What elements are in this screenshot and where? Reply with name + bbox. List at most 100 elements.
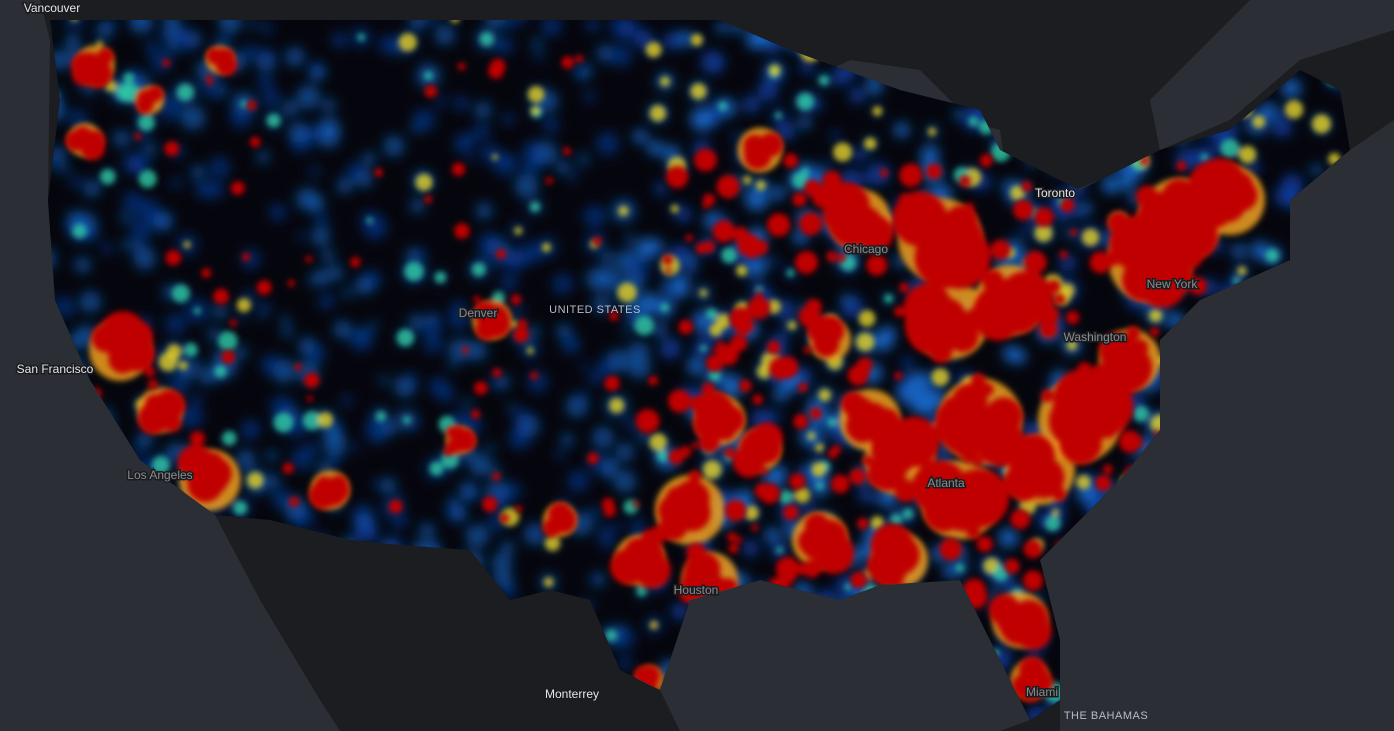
heat-core — [939, 538, 962, 561]
heat-core — [1023, 251, 1047, 274]
heat-blob — [419, 522, 435, 539]
heat-blob — [83, 179, 101, 197]
heat-blob — [647, 140, 663, 156]
heat-blob — [890, 513, 902, 526]
heat-core — [473, 301, 498, 326]
heat-core — [609, 311, 619, 321]
heat-core — [492, 472, 501, 481]
heat-blob — [314, 269, 331, 286]
heat-core — [702, 240, 715, 253]
heat-core — [471, 409, 481, 419]
heat-blob — [72, 224, 87, 239]
heat-blob — [1002, 648, 1012, 659]
heat-blob — [245, 430, 255, 440]
heat-blob — [649, 105, 666, 122]
place-label: Miami — [1026, 685, 1058, 699]
heat-blob — [429, 461, 444, 476]
heat-core — [980, 382, 994, 397]
heat-blob — [327, 452, 341, 466]
heat-core — [230, 181, 245, 195]
heat-blob — [618, 20, 641, 41]
heat-blob — [768, 256, 779, 267]
heat-blob — [514, 409, 532, 428]
hudson-area-water — [1150, 0, 1394, 150]
heat-core — [648, 375, 659, 386]
heat-blob — [661, 280, 670, 290]
heat-blob — [64, 34, 81, 51]
heat-core — [840, 391, 866, 416]
heat-core — [962, 419, 986, 443]
place-label: Denver — [459, 306, 498, 320]
heat-blob — [282, 100, 298, 117]
heat-core — [305, 255, 313, 263]
heat-core — [973, 285, 1024, 337]
heat-blob — [120, 82, 141, 103]
heat-core — [604, 375, 620, 392]
heat-blob — [775, 120, 795, 141]
heat-core — [306, 395, 313, 402]
heat-blob — [257, 73, 274, 90]
heat-blob — [583, 205, 606, 228]
heat-blob — [787, 320, 797, 330]
heat-blob — [663, 31, 682, 50]
heat-core — [798, 251, 812, 265]
heat-core — [929, 340, 953, 364]
heat-blob — [207, 327, 222, 342]
heat-blob — [504, 20, 517, 30]
heat-blob — [560, 433, 574, 447]
heat-blob — [556, 160, 571, 175]
heat-core — [482, 496, 498, 512]
heat-blob — [176, 84, 194, 101]
heat-blob — [190, 165, 205, 180]
heat-blob — [453, 134, 473, 154]
heat-core — [615, 551, 636, 573]
heat-core — [958, 218, 981, 240]
heat-core — [635, 409, 660, 434]
heat-core — [1052, 487, 1067, 502]
heat-blob — [779, 490, 794, 505]
heat-blob — [158, 352, 178, 372]
heat-blob — [592, 426, 614, 449]
heat-blob — [453, 96, 469, 111]
heat-blob — [1220, 138, 1240, 158]
heat-blob — [902, 508, 913, 519]
heat-blob — [849, 87, 866, 104]
heat-core — [632, 500, 640, 508]
heat-blob — [862, 173, 872, 184]
heat-blob — [567, 470, 589, 492]
heat-core — [592, 236, 602, 246]
heat-core — [1126, 326, 1141, 341]
heat-core — [923, 321, 942, 340]
heat-blob — [720, 374, 744, 399]
heat-blob — [145, 40, 159, 55]
heat-core — [499, 513, 509, 523]
heat-core — [831, 474, 850, 494]
heat-core — [747, 143, 764, 161]
heat-core — [95, 142, 103, 149]
heat-core — [304, 372, 320, 388]
heat-blob — [576, 391, 589, 404]
heat-blob — [794, 487, 811, 503]
heat-blob — [383, 135, 405, 157]
heat-blob — [321, 248, 335, 263]
heat-blob — [69, 109, 88, 128]
heat-core — [812, 330, 840, 357]
heat-blob — [1258, 102, 1277, 121]
heat-blob — [1149, 309, 1163, 323]
place-label: Vancouver — [24, 1, 80, 15]
heat-blob — [1238, 145, 1257, 164]
heat-core — [76, 129, 86, 139]
heat-blob — [476, 202, 493, 220]
heat-core — [1023, 457, 1065, 499]
place-label: New York — [1147, 277, 1199, 291]
heat-blob — [323, 433, 347, 457]
heat-blob — [660, 303, 669, 312]
heat-core — [991, 429, 1008, 446]
heat-blob — [1101, 175, 1120, 194]
heat-core — [894, 371, 903, 380]
heat-core — [850, 571, 868, 589]
place-label: Houston — [674, 583, 719, 597]
heat-core — [894, 479, 918, 503]
heat-blob — [346, 162, 365, 182]
heat-core — [475, 318, 497, 341]
